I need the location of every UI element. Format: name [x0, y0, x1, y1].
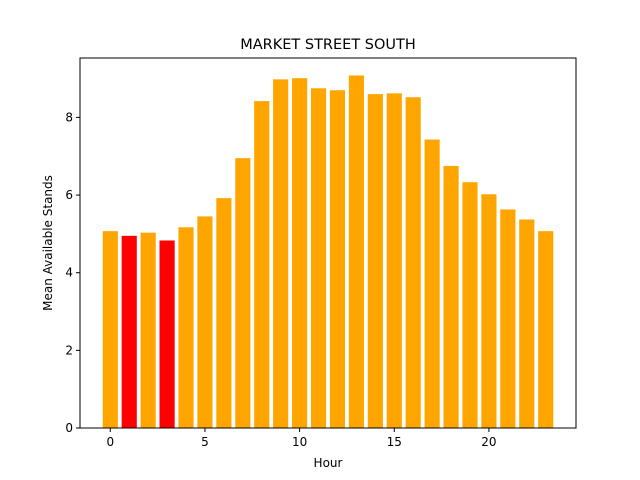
bar-hour-13: [348, 75, 364, 428]
y-tick-label: 6: [65, 188, 73, 202]
bar-hour-8: [254, 101, 270, 428]
bar-hour-17: [424, 139, 440, 428]
bar-hour-6: [216, 198, 232, 428]
bar-hour-2: [140, 232, 156, 428]
x-axis-label: Hour: [314, 456, 343, 470]
x-ticks-group: 0 5 10 15 20: [106, 428, 497, 449]
bar-hour-21: [500, 209, 516, 428]
y-tick-label: 0: [65, 421, 73, 435]
bar-hour-18: [443, 165, 459, 428]
bar-hour-1: [121, 235, 137, 428]
bar-hour-9: [273, 79, 289, 428]
bar-hour-11: [310, 88, 327, 428]
y-tick-label: 4: [65, 266, 73, 280]
bar-hour-4: [178, 227, 194, 428]
x-tick-label: 5: [201, 435, 209, 449]
x-tick-label: 15: [387, 435, 402, 449]
x-tick-label: 10: [292, 435, 307, 449]
bar-hour-14: [367, 94, 383, 429]
bar-hour-23: [538, 231, 554, 428]
bar-hour-22: [519, 219, 535, 428]
bar-hour-12: [329, 90, 346, 428]
bar-hour-5: [197, 216, 213, 428]
bar-hour-7: [235, 158, 251, 429]
y-tick-label: 2: [65, 343, 73, 357]
bar-hour-20: [481, 194, 497, 428]
x-tick-label: 20: [481, 435, 496, 449]
x-tick-label: 0: [106, 435, 114, 449]
y-ticks-group: 0 2 4 6 8: [65, 110, 80, 435]
plot-frame: [79, 57, 577, 429]
bar-hour-19: [462, 182, 478, 428]
bar-hour-16: [405, 97, 421, 429]
bar-hour-15: [386, 93, 402, 428]
bar-hour-10: [292, 78, 308, 428]
y-axis-label: Mean Available Stands: [41, 175, 55, 311]
bars-group: [102, 75, 554, 429]
chart-title: MARKET STREET SOUTH: [240, 37, 416, 53]
bar-hour-3: [159, 240, 175, 428]
y-tick-label: 8: [65, 110, 73, 124]
bar-hour-0: [102, 231, 118, 428]
